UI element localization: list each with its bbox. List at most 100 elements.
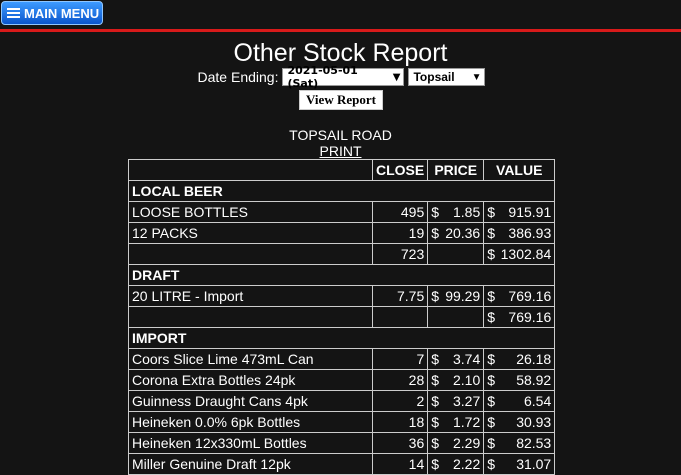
item-name-cell: Miller Genuine Draft 12pk (128, 453, 373, 475)
subtotal-value-cell-content: $769.16 (487, 309, 551, 325)
subtotal-blank-cell (128, 243, 373, 265)
value-cell-amount: 31.07 (516, 456, 552, 472)
section-title: IMPORT (127, 327, 556, 349)
subtotal-blank-cell (128, 306, 373, 328)
stock-report-table: CLOSE PRICE VALUE LOCAL BEER LOOSE BOTTLE… (127, 159, 556, 475)
subtotal-close-cell: 723 (371, 243, 429, 265)
close-cell: 19 (371, 222, 429, 244)
table-row: Corona Extra Bottles 24pk 28 $2.10 $58.92 (128, 369, 556, 391)
header-item-cell (128, 159, 373, 181)
table-row: Coors Slice Lime 473mL Can 7 $3.74 $26.18 (128, 348, 556, 370)
item-name-cell: Heineken 12x330mL Bottles (128, 432, 373, 454)
value-cell-amount: 915.91 (508, 204, 552, 220)
price-cell: $1.85 (427, 201, 485, 223)
value-cell-amount: 58.92 (516, 372, 552, 388)
section-header-row: IMPORT (127, 327, 556, 349)
value-cell-content: $31.07 (487, 456, 551, 472)
close-cell: 7 (371, 348, 429, 370)
date-ending-label: Date Ending: (197, 69, 279, 85)
currency-symbol: $ (487, 309, 496, 325)
price-cell: $3.74 (427, 348, 485, 370)
page-title: Other Stock Report (233, 39, 448, 67)
value-cell-content: $6.54 (487, 393, 551, 409)
item-name-cell: Corona Extra Bottles 24pk (128, 369, 373, 391)
subtotal-blank-cell (427, 306, 485, 328)
close-cell: 7.75 (371, 285, 429, 307)
currency-symbol: $ (487, 414, 496, 430)
currency-symbol: $ (431, 456, 440, 472)
currency-symbol: $ (487, 393, 496, 409)
currency-symbol: $ (431, 414, 440, 430)
close-cell: 28 (371, 369, 429, 391)
value-cell: $26.18 (483, 348, 556, 370)
currency-symbol: $ (487, 351, 496, 367)
value-cell-amount: 30.93 (516, 414, 552, 430)
subtotal-value-cell-content: $1302.84 (487, 246, 551, 262)
item-name-cell: 20 LITRE - Import (128, 285, 373, 307)
currency-symbol: $ (431, 393, 440, 409)
close-cell: 14 (371, 453, 429, 475)
table-row: Guinness Draught Cans 4pk 2 $3.27 $6.54 (128, 390, 556, 412)
subtotal-row: 723 $1302.84 (128, 243, 556, 265)
store-value: Topsail (413, 70, 455, 84)
item-name-cell: 12 PACKS (128, 222, 373, 244)
table-row: Heineken 0.0% 6pk Bottles 18 $1.72 $30.93 (128, 411, 556, 433)
currency-symbol: $ (431, 372, 440, 388)
price-cell-content: $3.74 (431, 351, 480, 367)
currency-symbol: $ (431, 204, 440, 220)
value-cell-content: $82.53 (487, 435, 551, 451)
print-link[interactable]: PRINT (319, 143, 362, 159)
price-cell: $1.72 (427, 411, 485, 433)
currency-symbol: $ (487, 225, 496, 241)
table-row: Miller Genuine Draft 12pk 14 $2.22 $31.07 (128, 453, 556, 475)
close-cell: 18 (371, 411, 429, 433)
currency-symbol: $ (487, 456, 496, 472)
value-cell-amount: 769.16 (508, 288, 552, 304)
price-cell-amount: 2.29 (452, 435, 481, 451)
value-cell: $82.53 (483, 432, 556, 454)
store-name-heading: TOPSAIL ROAD (289, 127, 392, 143)
chevron-down-icon: ▼ (471, 71, 482, 83)
price-cell-amount: 3.74 (452, 351, 481, 367)
date-ending-value: 2021-05-01 (Sat) (287, 64, 358, 90)
section-title: DRAFT (127, 264, 556, 286)
price-cell-amount: 1.85 (452, 204, 481, 220)
value-cell-amount: 386.93 (508, 225, 552, 241)
column-header-close: CLOSE (371, 159, 429, 181)
item-name-cell: LOOSE BOTTLES (128, 201, 373, 223)
view-report-button[interactable]: View Report (299, 90, 383, 110)
value-cell-content: $769.16 (487, 288, 551, 304)
currency-symbol: $ (431, 435, 440, 451)
value-cell-amount: 26.18 (516, 351, 552, 367)
value-cell-amount: 82.53 (516, 435, 552, 451)
value-cell: $386.93 (483, 222, 556, 244)
price-cell-content: $2.10 (431, 372, 480, 388)
price-cell: $2.22 (427, 453, 485, 475)
table-row: Heineken 12x330mL Bottles 36 $2.29 $82.53 (128, 432, 556, 454)
date-ending-select[interactable]: 2021-05-01 (Sat) ▼ (282, 64, 405, 90)
value-cell-content: $58.92 (487, 372, 551, 388)
section-header-row: DRAFT (127, 264, 556, 286)
subtotal-close-cell (371, 306, 429, 328)
price-cell-content: $2.29 (431, 435, 480, 451)
subtotal-row: $769.16 (128, 306, 556, 328)
price-cell-content: $2.22 (431, 456, 480, 472)
value-cell: $58.92 (483, 369, 556, 391)
value-cell-content: $915.91 (487, 204, 551, 220)
value-cell: $6.54 (483, 390, 556, 412)
table-row: LOOSE BOTTLES 495 $1.85 $915.91 (128, 201, 556, 223)
price-cell-amount: 99.29 (445, 288, 481, 304)
price-cell-content: $99.29 (431, 288, 480, 304)
currency-symbol: $ (431, 351, 440, 367)
value-cell: $31.07 (483, 453, 556, 475)
column-header-price: PRICE (427, 159, 485, 181)
price-cell-content: $1.85 (431, 204, 480, 220)
close-cell: 2 (371, 390, 429, 412)
main-menu-button[interactable]: MAIN MENU (1, 1, 103, 25)
value-cell: $30.93 (483, 411, 556, 433)
item-name-cell: Coors Slice Lime 473mL Can (128, 348, 373, 370)
store-select[interactable]: Topsail ▼ (408, 68, 486, 86)
price-cell-amount: 3.27 (452, 393, 481, 409)
price-cell: $2.10 (427, 369, 485, 391)
currency-symbol: $ (487, 435, 496, 451)
